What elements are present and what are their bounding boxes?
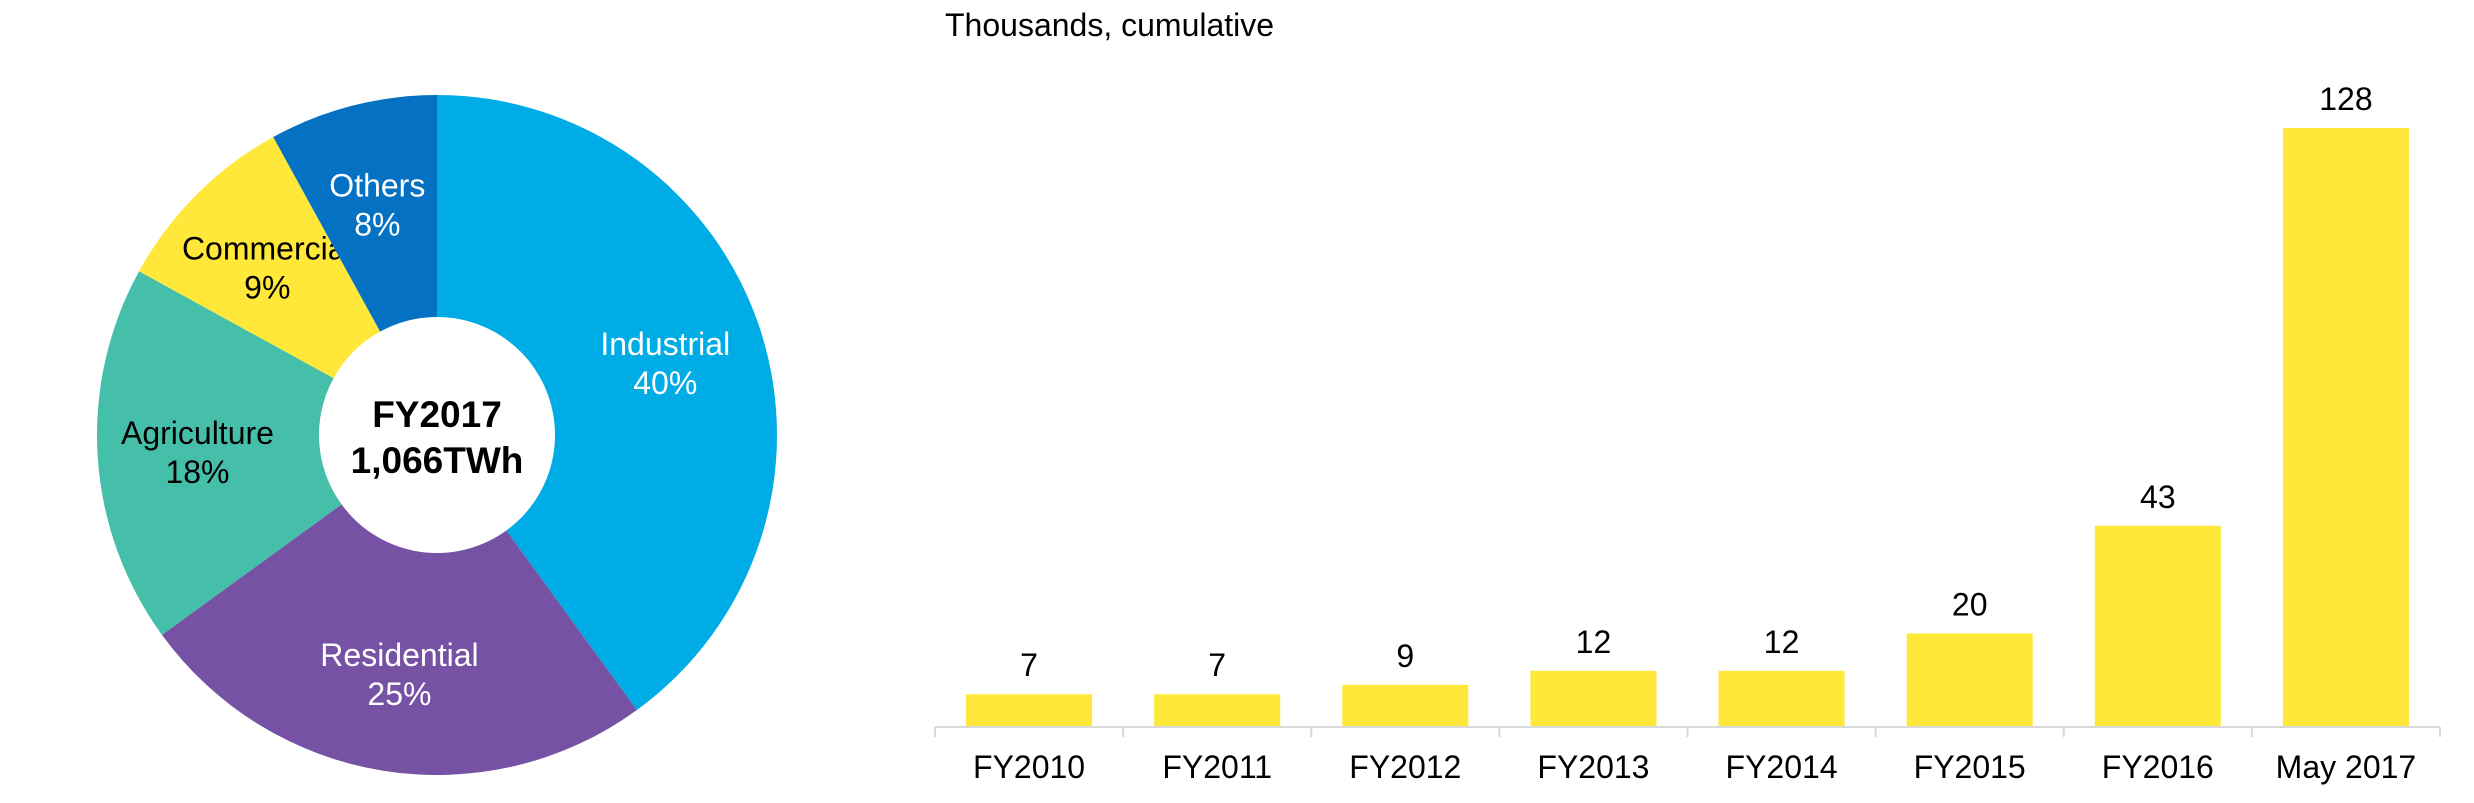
- bar-value-label: 9: [1396, 638, 1414, 674]
- slice-name-label: Others: [329, 168, 425, 204]
- x-tick-label: FY2016: [2102, 749, 2214, 785]
- bar-value-label: 12: [1764, 624, 1800, 660]
- donut-hole: [319, 317, 555, 553]
- x-tick-label: May 2017: [2276, 749, 2417, 785]
- x-tick-label: FY2012: [1349, 749, 1461, 785]
- bar-value-label: 7: [1208, 647, 1226, 683]
- bar-chart: Thousands, cumulative 7 FY2010 7 FY2011 9 FY2…: [934, 7, 2441, 785]
- bar: [1154, 694, 1281, 727]
- slice-percent-label: 18%: [165, 454, 229, 490]
- bar-value-label: 20: [1952, 586, 1988, 622]
- slice-name-label: Residential: [320, 637, 478, 673]
- x-tick-label: FY2013: [1537, 749, 1649, 785]
- center-label-year: FY2017: [372, 394, 502, 435]
- bar-value-label: 12: [1576, 624, 1612, 660]
- bar: [2094, 525, 2221, 727]
- x-tick-label: FY2011: [1162, 749, 1272, 785]
- chart-title: Thousands, cumulative: [945, 7, 1274, 43]
- bar-value-label: 7: [1020, 647, 1038, 683]
- slice-percent-label: 9%: [244, 269, 290, 305]
- center-label-total: 1,066TWh: [351, 440, 524, 481]
- bar: [2282, 128, 2409, 727]
- bar: [1906, 633, 2033, 727]
- bar: [1530, 670, 1657, 727]
- bar: [1342, 684, 1469, 727]
- slice-percent-label: 25%: [367, 676, 431, 712]
- slice-name-label: Agriculture: [121, 415, 274, 451]
- pie-slice-agriculture: [96, 271, 437, 635]
- bar: [966, 694, 1093, 727]
- slice-name-label: Industrial: [600, 326, 730, 362]
- x-tick-label: FY2015: [1914, 749, 2026, 785]
- slice-name-label: Commercial: [182, 230, 353, 266]
- bar-value-label: 128: [2319, 81, 2372, 117]
- pie-slice-residential: [161, 435, 637, 775]
- slice-percent-label: 40%: [633, 365, 697, 401]
- slice-percent-label: 8%: [354, 207, 400, 243]
- bar: [1718, 670, 1845, 727]
- x-tick-label: FY2014: [1726, 749, 1838, 785]
- x-tick-label: FY2010: [973, 749, 1085, 785]
- pie-slice-industrial: [437, 95, 777, 711]
- bar-value-label: 43: [2140, 479, 2176, 515]
